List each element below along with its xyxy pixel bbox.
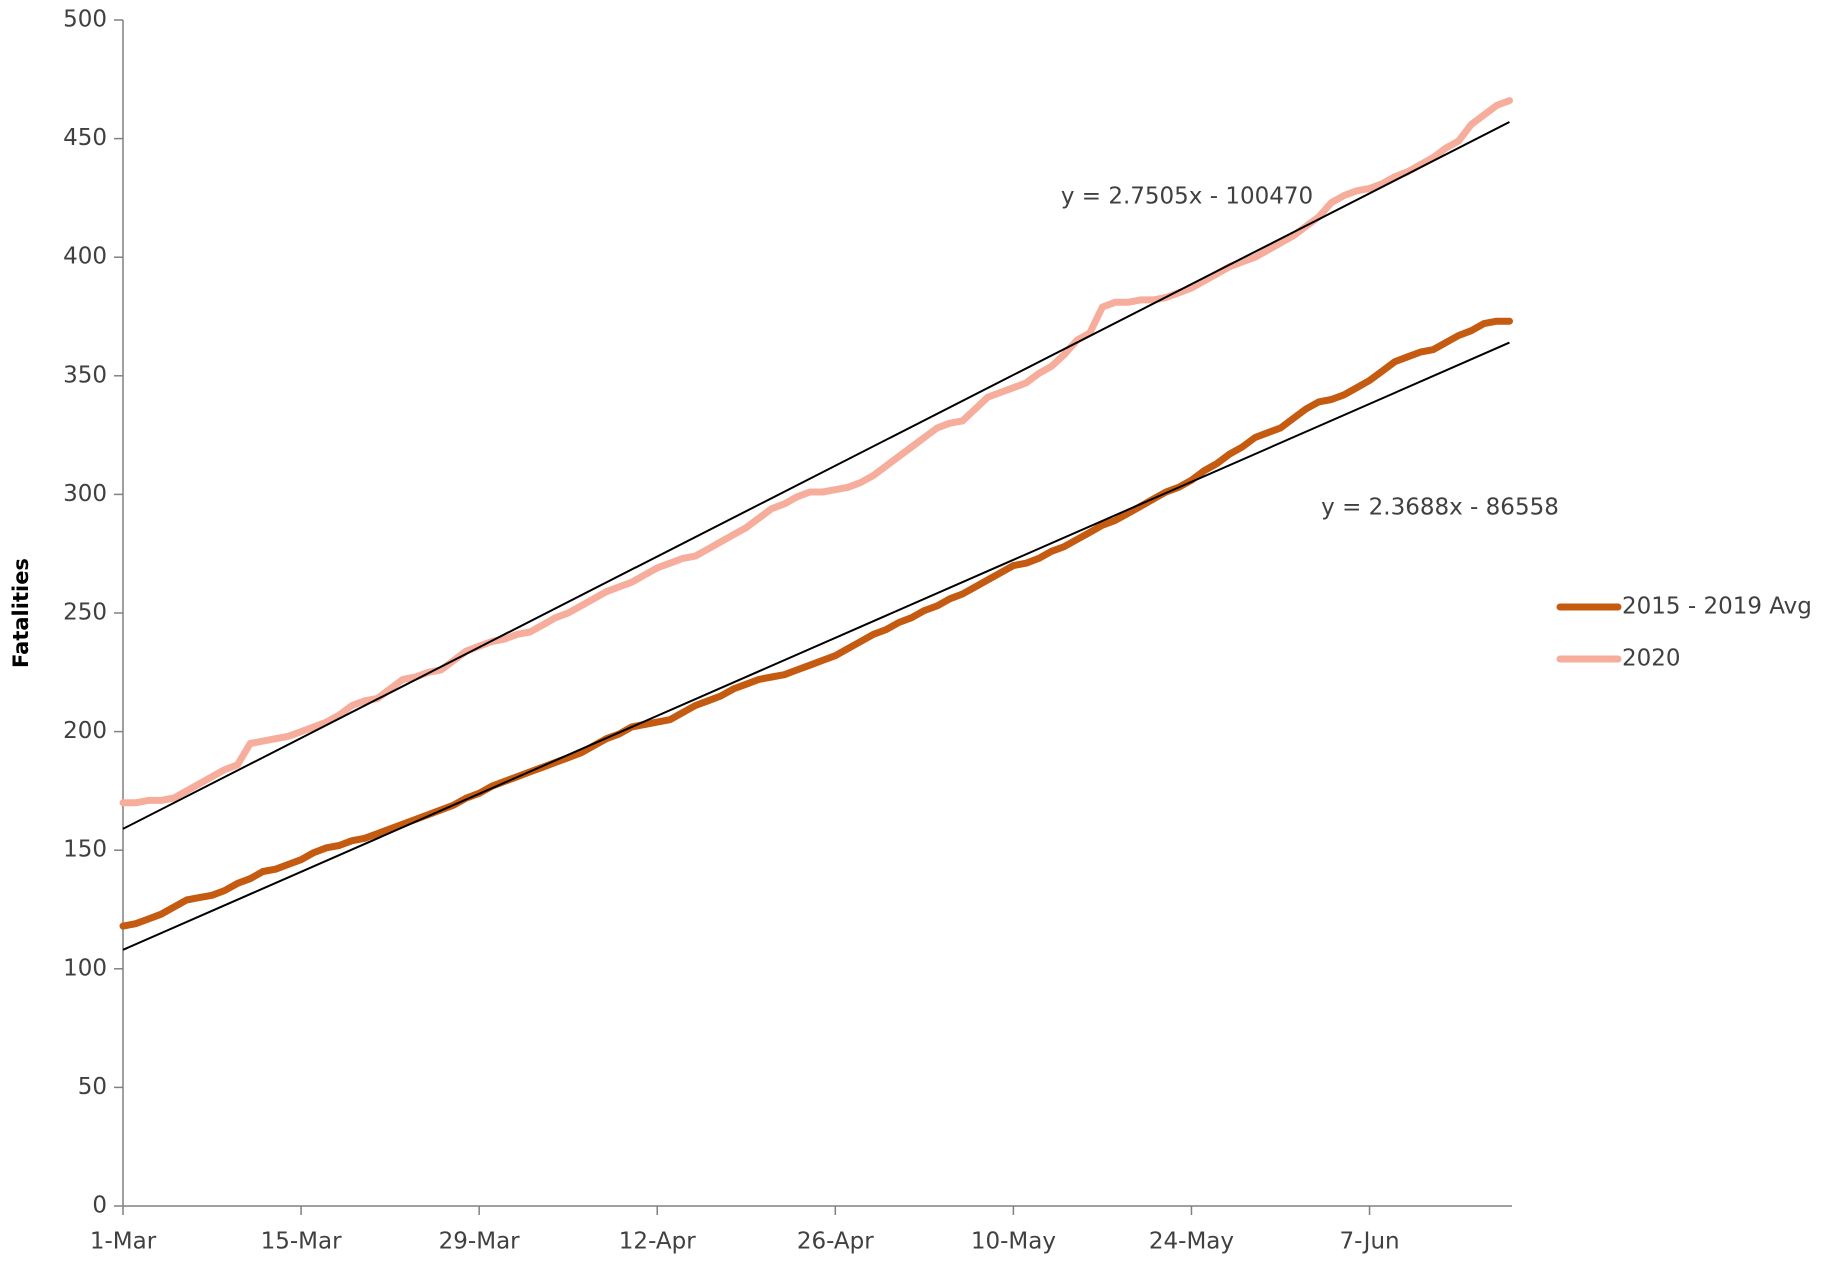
x-tick-label: 1-Mar bbox=[90, 1229, 157, 1255]
y-tick-label: 450 bbox=[63, 125, 107, 151]
x-tick-label: 29-Mar bbox=[439, 1229, 521, 1255]
x-tick-label: 7-Jun bbox=[1339, 1229, 1399, 1255]
y-tick-label: 400 bbox=[63, 244, 107, 270]
y-tick-label: 150 bbox=[63, 837, 107, 863]
y-tick-label: 50 bbox=[78, 1074, 107, 1100]
y-tick-label: 250 bbox=[63, 600, 107, 626]
legend-label: 2015 - 2019 Avg bbox=[1622, 594, 1812, 620]
x-tick-label: 10-May bbox=[971, 1229, 1056, 1255]
data-line bbox=[119, 317, 1513, 930]
y-axis-label: Fatalities bbox=[9, 558, 33, 668]
y-tick-label: 350 bbox=[63, 362, 107, 388]
x-tick-label: 24-May bbox=[1149, 1229, 1234, 1255]
legend-label: 2020 bbox=[1622, 646, 1681, 672]
y-tick-label: 300 bbox=[63, 481, 107, 507]
x-tick-label: 12-Apr bbox=[619, 1229, 696, 1255]
trendline bbox=[122, 121, 1510, 830]
x-tick-label: 15-Mar bbox=[261, 1229, 343, 1255]
x-tick-label: 26-Apr bbox=[797, 1229, 874, 1255]
trendline bbox=[122, 341, 1510, 951]
y-tick-label: 500 bbox=[63, 7, 107, 33]
data-line bbox=[119, 97, 1513, 807]
y-tick-label: 100 bbox=[63, 955, 107, 981]
trendline-equation: y = 2.3688x - 86558 bbox=[1321, 495, 1559, 521]
y-tick-label: 200 bbox=[63, 718, 107, 744]
y-tick-label: 0 bbox=[92, 1193, 107, 1219]
trendline-equation: y = 2.7505x - 100470 bbox=[1061, 184, 1313, 210]
